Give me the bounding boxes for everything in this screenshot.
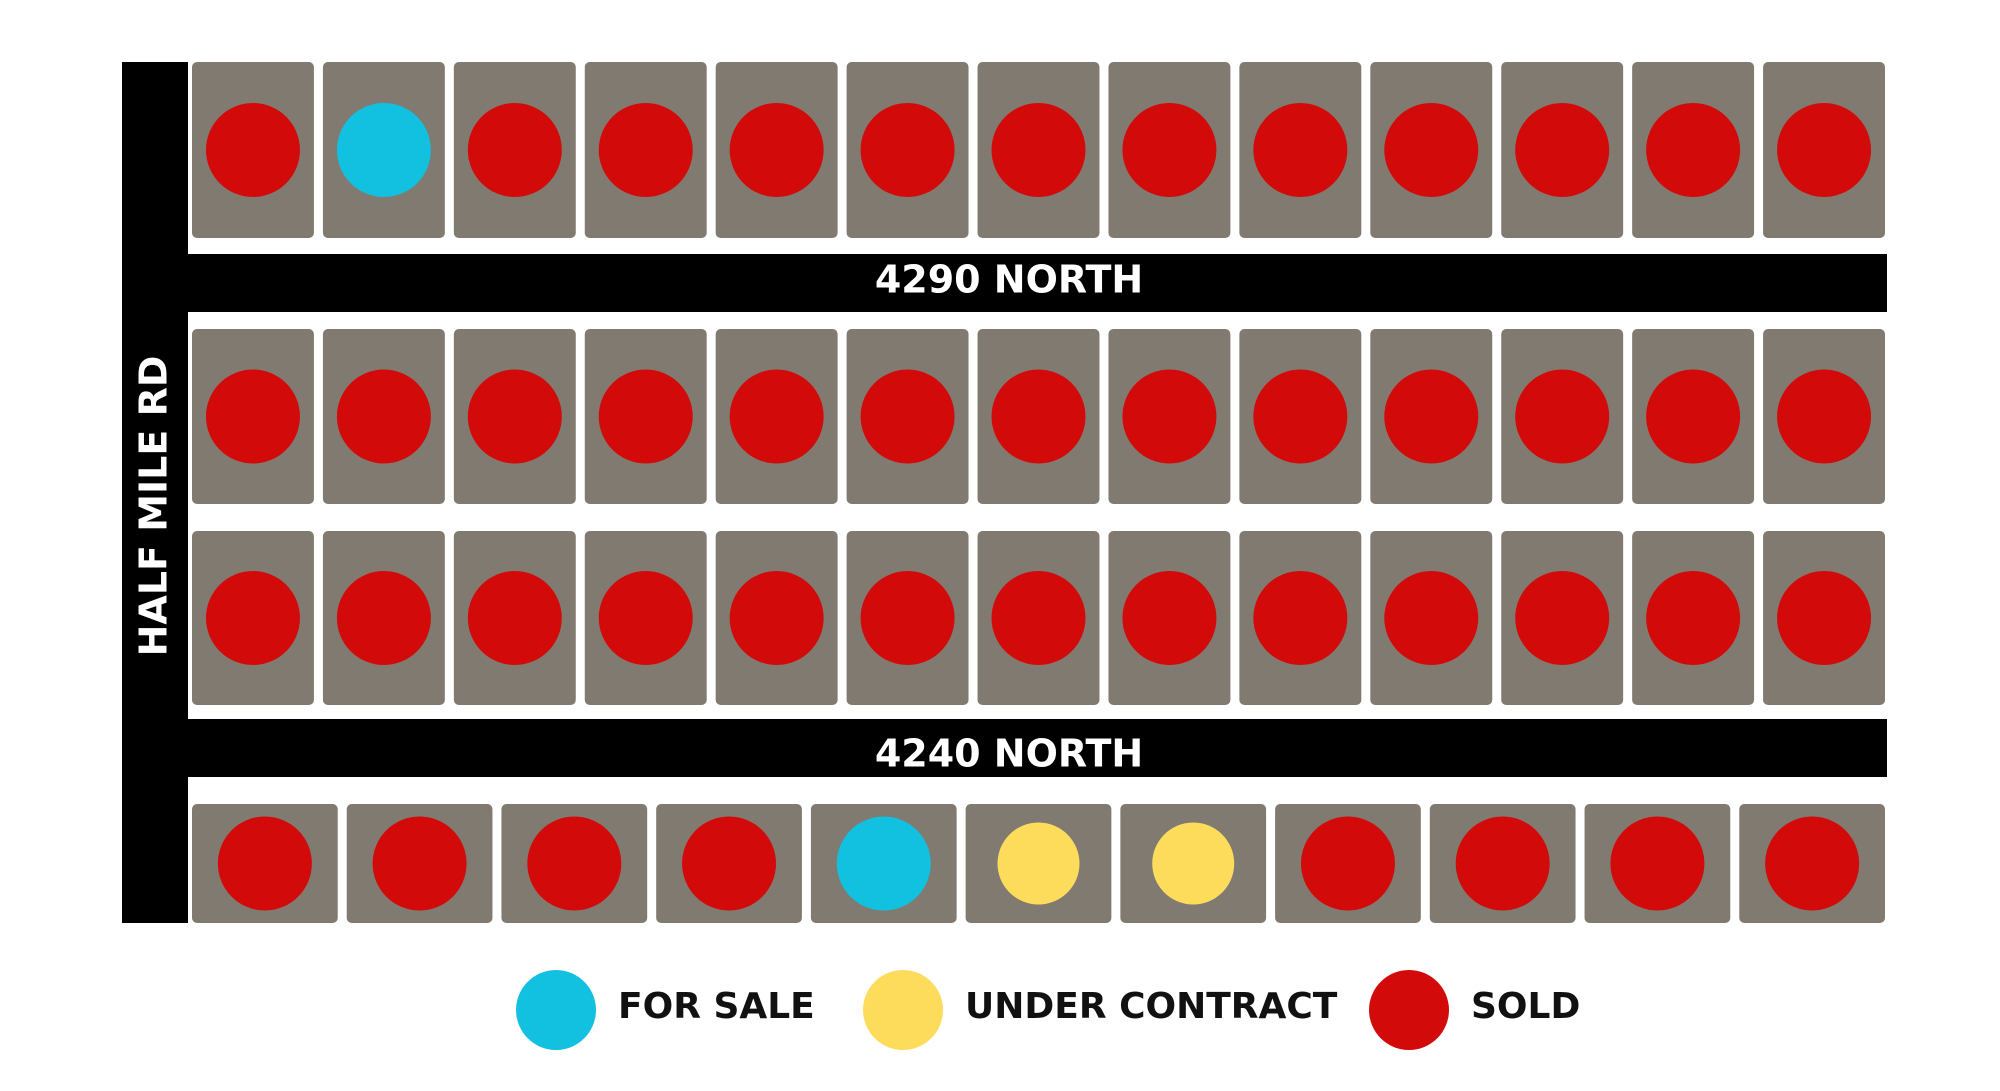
lot-status xyxy=(205,103,300,197)
lot-status xyxy=(527,816,622,911)
lot-status xyxy=(1515,369,1610,464)
lot-status xyxy=(991,103,1086,197)
road-north-top xyxy=(188,254,1887,312)
lot-status xyxy=(467,103,562,197)
lot-status xyxy=(1384,103,1479,197)
lot-status xyxy=(1122,103,1217,197)
lot-status xyxy=(336,369,431,464)
lot-status xyxy=(1253,571,1348,665)
lot-status xyxy=(1122,571,1217,665)
lot-status xyxy=(991,571,1086,665)
lot-status xyxy=(467,369,562,464)
lot-status xyxy=(729,369,824,464)
lot-status xyxy=(1384,369,1479,464)
street-label: 4290 NORTH xyxy=(875,258,1143,302)
lot-status xyxy=(1610,816,1705,911)
lot-status xyxy=(336,103,431,197)
lot-status xyxy=(836,816,931,911)
lot-status xyxy=(598,103,693,197)
lot-status xyxy=(1646,103,1741,197)
lot-status xyxy=(467,571,562,665)
lot-status xyxy=(860,369,955,464)
lot-status xyxy=(1384,571,1479,665)
lot-status xyxy=(860,103,955,197)
legend-swatch xyxy=(516,970,596,1050)
legend-label: UNDER CONTRACT xyxy=(965,986,1338,1027)
lot-status xyxy=(1646,369,1741,464)
lot-status xyxy=(1515,571,1610,665)
lot-status xyxy=(1777,103,1872,197)
lot-status xyxy=(1515,103,1610,197)
legend-label: SOLD xyxy=(1471,986,1580,1027)
road-north-bottom xyxy=(188,719,1887,777)
lots xyxy=(192,62,1885,923)
lot-status xyxy=(1777,369,1872,464)
lot-status xyxy=(205,369,300,464)
lot-status xyxy=(217,816,312,911)
lot-status xyxy=(729,103,824,197)
lot-status xyxy=(1777,571,1872,665)
legend-swatch xyxy=(1369,970,1449,1050)
lot-status xyxy=(1253,103,1348,197)
road-west xyxy=(122,62,188,923)
lot-status xyxy=(991,369,1086,464)
lot-status xyxy=(1152,822,1235,905)
lot-status xyxy=(598,571,693,665)
lot-status xyxy=(1646,571,1741,665)
legend: FOR SALE UNDER CONTRACT SOLD xyxy=(516,970,1580,1050)
street-label: 4240 NORTH xyxy=(875,732,1143,776)
lot-status xyxy=(1122,369,1217,464)
lot-status xyxy=(1455,816,1550,911)
lot-status xyxy=(336,571,431,665)
legend-swatch xyxy=(863,970,943,1050)
legend-label: FOR SALE xyxy=(618,986,815,1027)
lot-status xyxy=(205,571,300,665)
lot-status xyxy=(1765,816,1860,911)
lot-status xyxy=(598,369,693,464)
lot-status xyxy=(1300,816,1395,911)
lot-status xyxy=(997,822,1080,905)
lot-status xyxy=(860,571,955,665)
lot-status xyxy=(372,816,467,911)
lot-status xyxy=(682,816,777,911)
lot-status xyxy=(729,571,824,665)
street-label: HALF MILE RD xyxy=(132,356,176,657)
lot-status xyxy=(1253,369,1348,464)
